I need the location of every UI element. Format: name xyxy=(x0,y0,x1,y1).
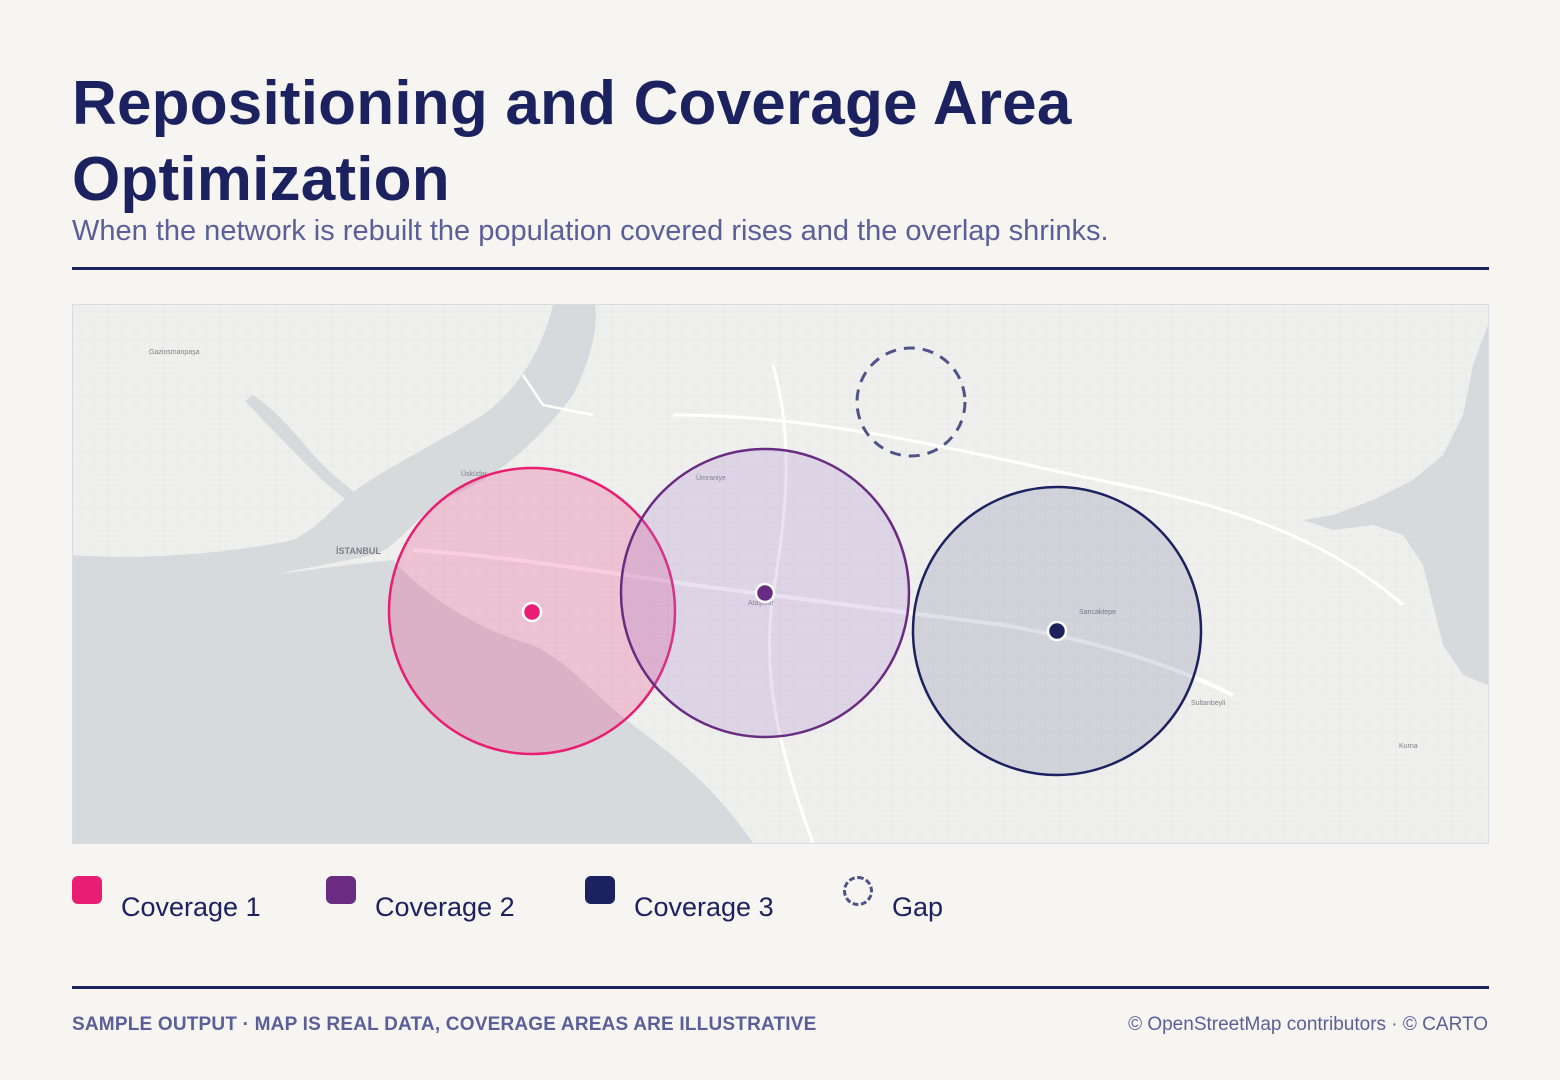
legend-label: Gap xyxy=(892,892,944,922)
page-subtitle: When the network is rebuilt the populati… xyxy=(72,215,1109,247)
map-label: İSTANBUL xyxy=(336,546,381,556)
map-bridge xyxy=(521,374,594,417)
map-marmara-sea xyxy=(73,560,753,843)
legend: Coverage 1 Coverage 2 Coverage 3 Gap xyxy=(72,873,1072,933)
coverage-3-center[interactable] xyxy=(1046,620,1068,642)
legend-swatch xyxy=(585,876,615,904)
legend-swatch xyxy=(72,876,102,904)
map-label: Ataşehir xyxy=(748,600,774,607)
map-canvas[interactable]: Gaziosmanpaşa Üsküdar İSTANBUL Ümraniye … xyxy=(73,305,1488,843)
legend-label: Coverage 1 xyxy=(121,892,261,922)
legend-label: Coverage 3 xyxy=(634,892,774,922)
map-golden-horn xyxy=(245,395,363,505)
map-label: Üsküdar xyxy=(461,470,488,478)
map-label: Sancaktepe xyxy=(1079,609,1116,616)
coverage-2-center[interactable] xyxy=(754,582,776,604)
footer-divider xyxy=(72,986,1489,989)
header-divider xyxy=(72,267,1489,270)
map-panel[interactable]: Gaziosmanpaşa Üsküdar İSTANBUL Ümraniye … xyxy=(72,304,1489,844)
legend-label: Coverage 2 xyxy=(375,892,515,922)
map-label: Gaziosmanpaşa xyxy=(149,349,200,356)
map-label: Kurna xyxy=(1399,743,1418,750)
footer-note: SAMPLE OUTPUT · MAP IS REAL DATA, COVERA… xyxy=(72,1014,817,1035)
gap-area[interactable] xyxy=(855,346,967,458)
map-label: Ümraniye xyxy=(696,474,726,482)
page-title: Repositioning and Coverage Area Optimiza… xyxy=(72,69,1072,214)
legend-swatch-dashed xyxy=(843,876,873,906)
map-label: Sultanbeyli xyxy=(1191,700,1226,707)
map-sea xyxy=(73,305,596,625)
coverage-1-center[interactable] xyxy=(521,601,543,623)
legend-swatch xyxy=(326,876,356,904)
map-highway xyxy=(672,413,1404,607)
map-attribution[interactable]: © OpenStreetMap contributors · © CARTO xyxy=(1128,1014,1488,1035)
map-highway xyxy=(412,548,1234,697)
map-reservoir xyxy=(1303,325,1488,685)
